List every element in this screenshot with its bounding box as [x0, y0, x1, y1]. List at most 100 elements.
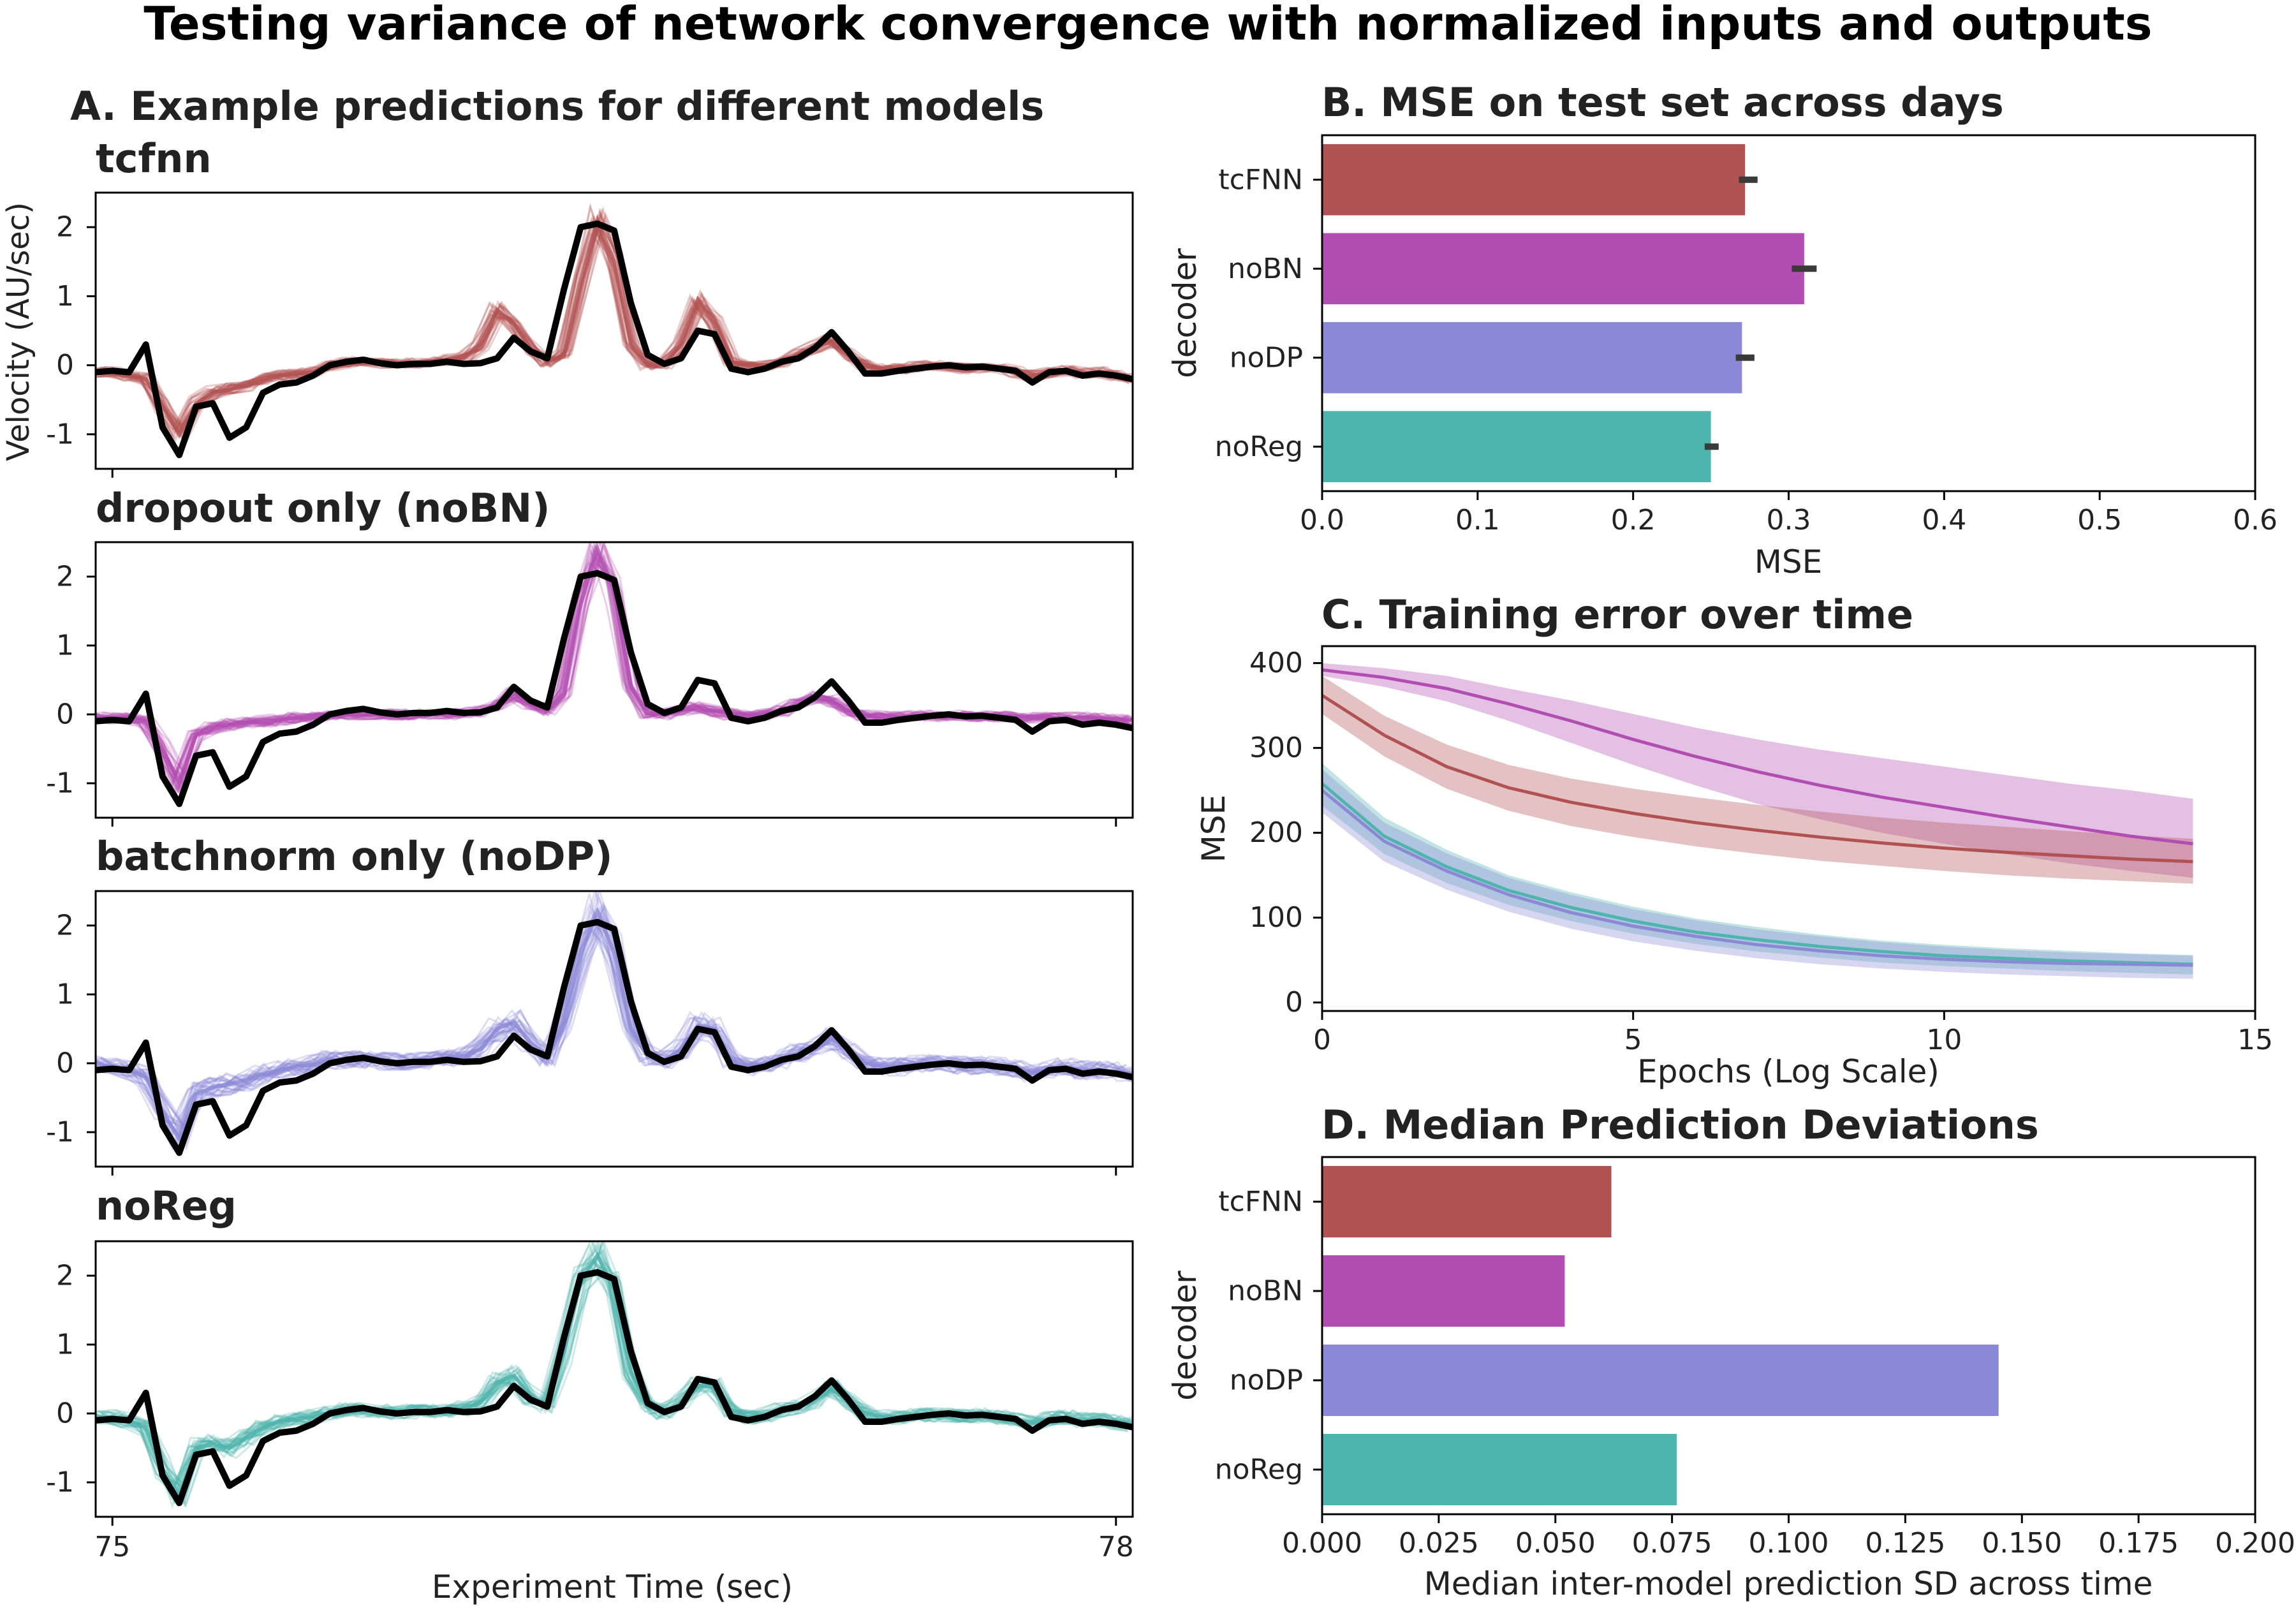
x-tick-label: 5 [1624, 1024, 1642, 1056]
panel-b-heading: B. MSE on test set across days [1321, 79, 2004, 126]
subplot-title: tcfnn [96, 135, 212, 182]
prediction-line [96, 1251, 1133, 1487]
bar-tcFNN [1322, 1166, 1612, 1237]
x-tick-label: 0.1 [1455, 504, 1500, 536]
subplot-tcfnn: tcfnn 2 1 0 -1 [46, 135, 1134, 478]
panel-d: D. Median Prediction Deviations tcFNN noBN… [1166, 1102, 2295, 1602]
panel-d-heading: D. Median Prediction Deviations [1321, 1102, 2039, 1148]
prediction-line [98, 211, 1133, 427]
panel-c: C. Training error over time0100200300400… [1195, 591, 2273, 1090]
prediction-line [96, 893, 1125, 1125]
subplot-noDP: batchnorm only (noDP) 2 1 0 -1 [46, 833, 1134, 1176]
prediction-line [96, 543, 1126, 779]
prediction-line [96, 922, 1126, 1128]
x-tick-label: 0.025 [1399, 1527, 1479, 1560]
true-velocity-line [96, 570, 1133, 808]
x-axis-label: Experiment Time (sec) [432, 1568, 793, 1605]
x-tick-label: 15 [2237, 1024, 2273, 1056]
y-tick-label: 1 [56, 630, 74, 662]
true-velocity-line [96, 918, 1133, 1156]
x-axis-label: Epochs (Log Scale) [1637, 1053, 1939, 1090]
y-tick-label: 1 [56, 1329, 74, 1361]
prediction-line [96, 924, 1133, 1157]
prediction-line [96, 908, 1126, 1151]
y-axis-label: decoder [1166, 1271, 1203, 1401]
x-tick-label: 0.3 [1767, 504, 1811, 536]
y-tick-label: 1 [56, 978, 74, 1011]
axes-frame [94, 191, 1134, 470]
panel-a: A. Example predictions for different mod… [1, 83, 1134, 1605]
prediction-line [96, 1269, 1128, 1486]
y-tick-label: 2 [56, 211, 74, 244]
axes-frame [1321, 645, 2256, 1012]
prediction-line [96, 542, 1128, 784]
prediction-line [96, 214, 1128, 441]
x-tick-label: 0.050 [1515, 1527, 1596, 1560]
prediction-line [96, 1241, 1130, 1497]
category-label: noBN [1228, 1275, 1303, 1308]
category-label: noReg [1215, 431, 1303, 463]
prediction-line [96, 928, 1128, 1137]
y-axis-label: MSE [1195, 795, 1232, 862]
prediction-line [98, 211, 1133, 428]
line-tcfnn [1321, 694, 2193, 864]
y-tick-label: 0 [56, 1398, 74, 1430]
bar-noReg [1322, 1434, 1677, 1505]
y-tick-label: -1 [46, 1466, 74, 1499]
bar-noBN [1322, 1255, 1565, 1327]
prediction-line [96, 561, 1125, 793]
x-tick-label: 78 [1098, 1531, 1134, 1563]
category-label: noBN [1228, 253, 1303, 285]
x-tick-label: 0.150 [1982, 1527, 2062, 1560]
prediction-line [96, 918, 1133, 1132]
x-tick-label: 0.075 [1632, 1527, 1712, 1560]
y-tick-label: -1 [46, 1116, 74, 1149]
x-tick-label: 0.6 [2233, 504, 2278, 536]
prediction-line [101, 901, 1133, 1128]
subplot-title: batchnorm only (noDP) [96, 833, 613, 880]
prediction-line [96, 215, 1130, 431]
figure-title: Testing variance of network convergence … [144, 0, 2152, 50]
subplot-title: dropout only (noBN) [96, 485, 550, 531]
category-label: noDP [1230, 1364, 1303, 1397]
band-noReg [1322, 763, 2193, 975]
bar-noDP [1322, 1345, 1999, 1416]
y-tick-label: 300 [1249, 732, 1303, 764]
x-tick-label: 0.125 [1865, 1527, 1945, 1560]
x-tick-label: 0.000 [1282, 1527, 1362, 1560]
subplot-noReg: noReg 2 1 0 -1 75 78 [46, 1183, 1134, 1563]
prediction-line [101, 542, 1133, 779]
y-tick-label: 2 [56, 561, 74, 593]
axes-frame [94, 890, 1134, 1168]
line-noDP [1321, 789, 2193, 967]
plot-area [96, 202, 1133, 459]
y-tick-label: 100 [1249, 901, 1303, 934]
y-tick-label: 2 [56, 910, 74, 942]
y-tick-label: 0 [56, 349, 74, 381]
subplot-noBN: dropout only (noBN) 2 1 0 -1 [46, 485, 1134, 827]
subplot-title: noReg [96, 1183, 237, 1229]
line-noBN [1321, 668, 2193, 846]
y-tick-label: 0 [1285, 986, 1303, 1019]
y-tick-label: 400 [1249, 647, 1303, 679]
y-tick-label: 0 [56, 698, 74, 731]
x-tick-label: 0.5 [2077, 504, 2122, 536]
bar-tcFNN [1322, 144, 1746, 216]
axes-frame [94, 541, 1134, 819]
y-tick-label: 1 [56, 280, 74, 313]
y-tick-label: -1 [46, 418, 74, 450]
prediction-line [96, 1241, 1131, 1508]
axes-frame [94, 1240, 1134, 1518]
prediction-line [101, 1262, 1133, 1508]
plot-area [96, 1241, 1133, 1510]
panel-a-heading: A. Example predictions for different mod… [70, 83, 1044, 129]
y-axis-label: decoder [1166, 248, 1203, 378]
plot-area [96, 542, 1133, 808]
line-noReg [1321, 782, 2193, 966]
prediction-line [96, 917, 1130, 1134]
true-velocity-line [96, 1269, 1133, 1507]
x-axis-label: MSE [1755, 543, 1822, 580]
bar-noReg [1322, 411, 1711, 483]
band-noDP [1322, 769, 2193, 979]
